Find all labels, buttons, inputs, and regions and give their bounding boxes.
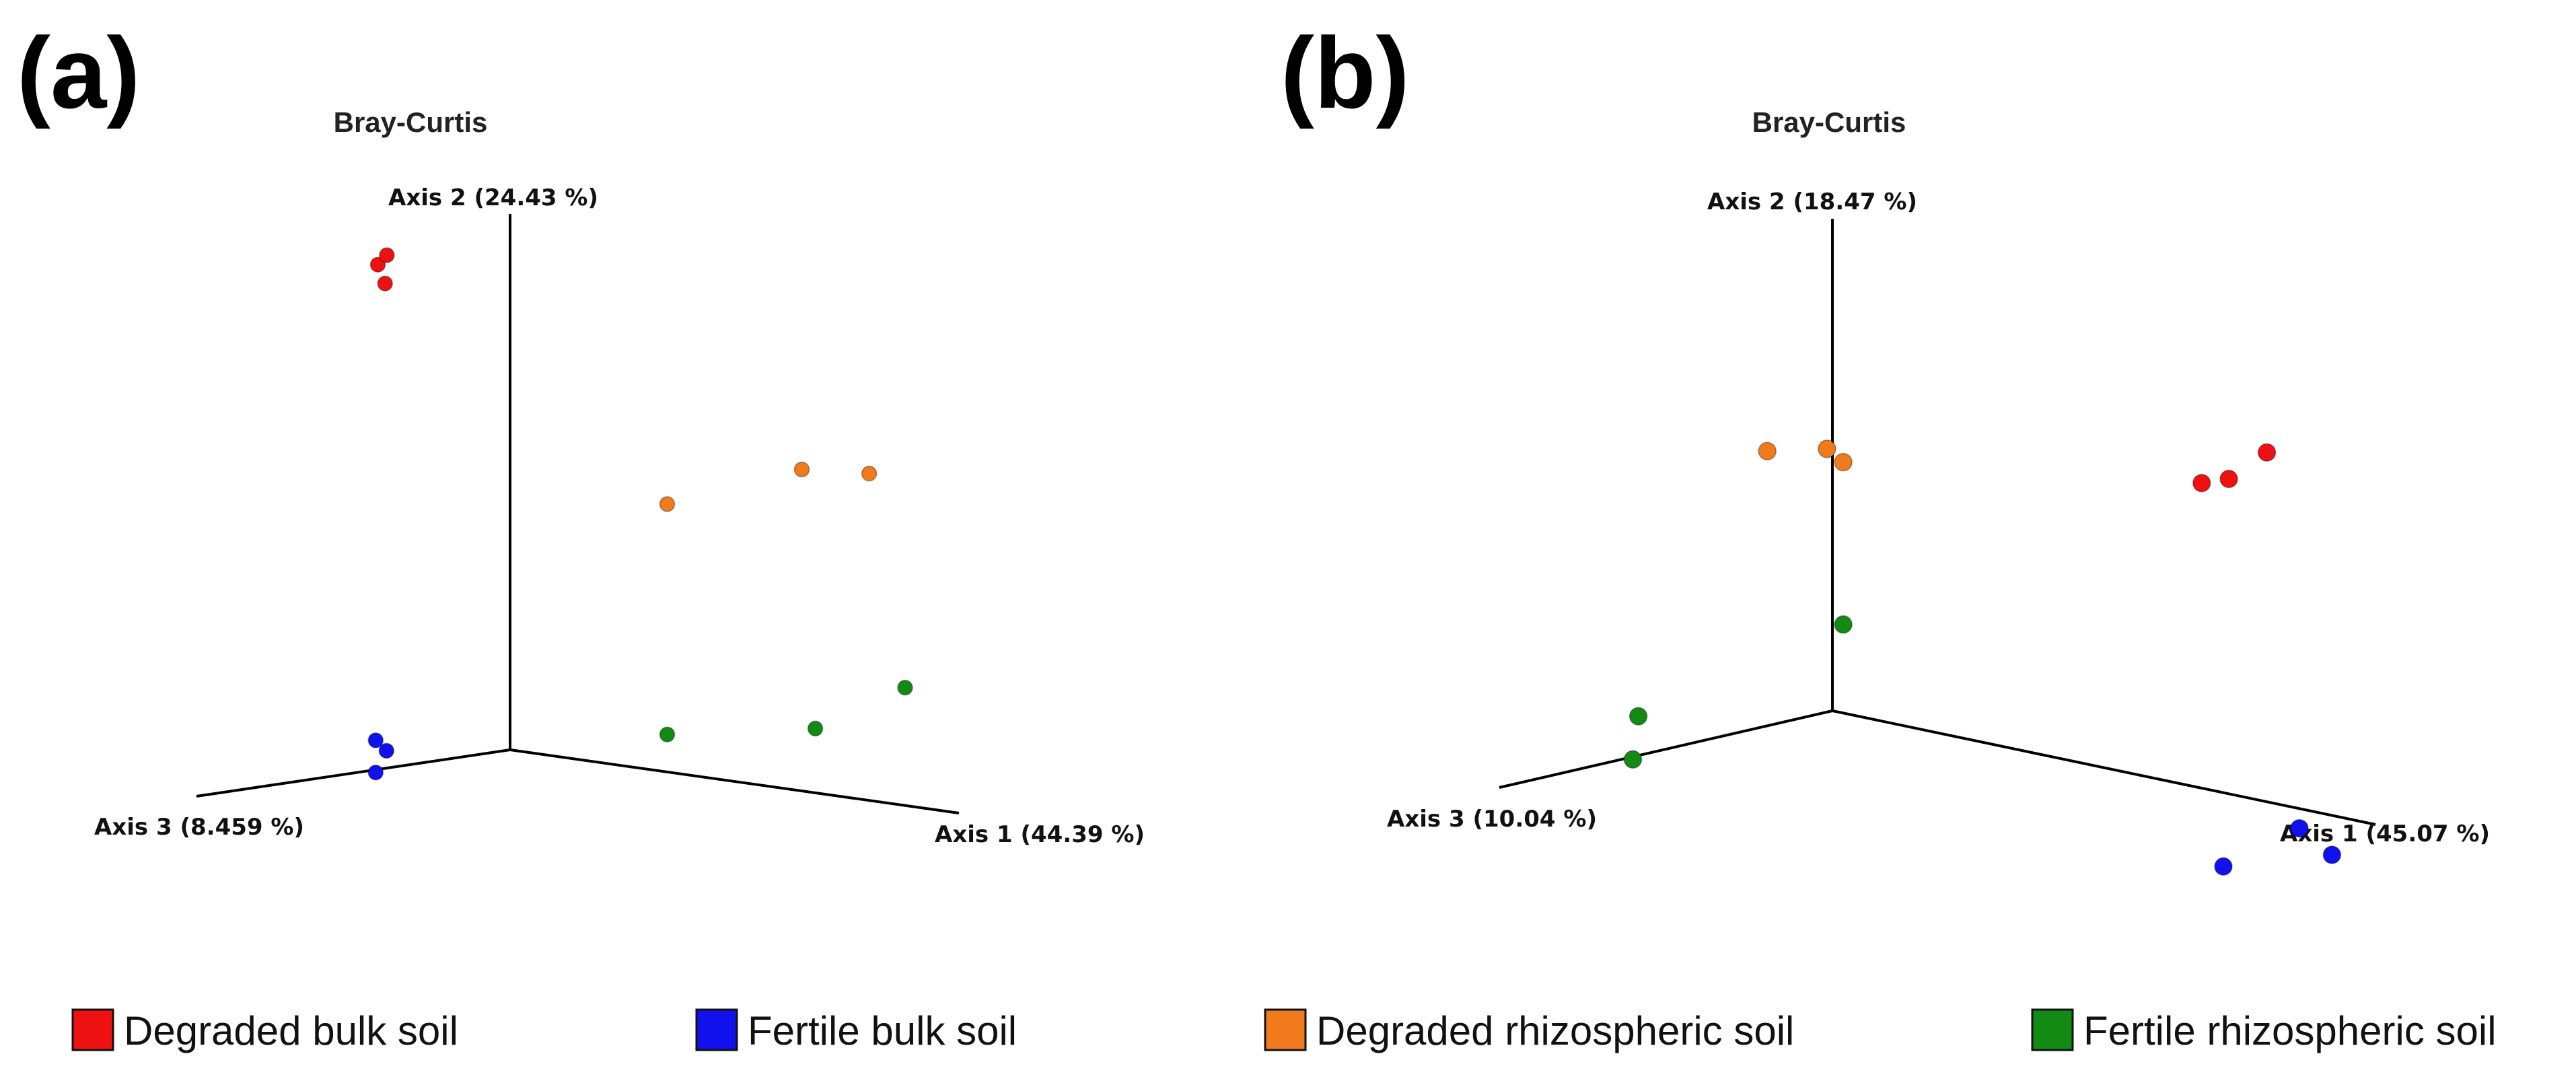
panel-b-axis1-line <box>1832 709 2376 826</box>
panel-b-axis3-line <box>1499 709 1833 789</box>
legend-item-degraded-rhizospheric-soil: Degraded rhizospheric soil <box>1264 1008 1794 1053</box>
point-degraded-bulk-soil-1 <box>369 256 386 273</box>
legend-label: Degraded bulk soil <box>124 1008 458 1053</box>
panel-b-title: Bray-Curtis <box>1752 106 1906 138</box>
point-fertile-rhizospheric-soil-1 <box>1834 615 1853 634</box>
point-degraded-bulk-soil-2 <box>2219 469 2238 489</box>
legend-swatch <box>695 1008 738 1051</box>
panel-b: (b) Bray-Curtis Axis 2 (18.47 %) Axis 1 … <box>1281 16 2490 876</box>
point-fertile-rhizospheric-soil-2 <box>1629 707 1648 726</box>
panel-a-axis3-line <box>196 748 511 798</box>
point-degraded-rhizospheric-soil-3 <box>861 465 878 482</box>
point-fertile-bulk-soil-2 <box>2290 818 2309 838</box>
legend-swatch <box>1264 1008 1307 1051</box>
legend-label: Fertile bulk soil <box>748 1008 1017 1053</box>
panel-b-axis1-label: Axis 1 (45.07 %) <box>2280 820 2490 847</box>
point-degraded-bulk-soil-1 <box>2192 473 2211 493</box>
point-fertile-rhizospheric-soil-2 <box>807 720 824 737</box>
point-fertile-rhizospheric-soil-3 <box>1623 750 1643 769</box>
point-fertile-rhizospheric-soil-3 <box>897 679 913 696</box>
legend-item-degraded-bulk-soil: Degraded bulk soil <box>71 1008 458 1053</box>
point-fertile-bulk-soil-3 <box>367 764 384 781</box>
point-fertile-bulk-soil-3 <box>2322 845 2342 864</box>
point-degraded-bulk-soil-3 <box>377 275 393 291</box>
point-degraded-rhizospheric-soil-2 <box>793 461 810 478</box>
panel-a-axis2-label: Axis 2 (24.43 %) <box>388 184 598 211</box>
legend-label: Fertile rhizospheric soil <box>2083 1008 2497 1053</box>
point-fertile-bulk-soil-2 <box>378 742 395 759</box>
legend-swatch <box>71 1008 114 1051</box>
panel-label-b: (b) <box>1281 16 1410 129</box>
panel-b-axis2-label: Axis 2 (18.47 %) <box>1707 188 1917 215</box>
panel-a: (a) Bray-Curtis Axis 2 (24.43 %) Axis 1 … <box>17 16 1145 848</box>
point-degraded-rhizospheric-soil-1 <box>1758 442 1777 460</box>
legend-item-fertile-rhizospheric-soil: Fertile rhizospheric soil <box>2031 1008 2497 1053</box>
point-degraded-rhizospheric-soil-2 <box>1818 440 1836 458</box>
panel-b-axis3-label: Axis 3 (10.04 %) <box>1387 806 1597 833</box>
point-fertile-bulk-soil-1 <box>2214 857 2233 876</box>
point-fertile-rhizospheric-soil-1 <box>659 726 676 742</box>
legend-label: Degraded rhizospheric soil <box>1316 1008 1794 1053</box>
panel-label-a: (a) <box>17 16 140 129</box>
panel-a-points <box>367 247 913 781</box>
legend: Degraded bulk soil Fertile bulk soil Deg… <box>71 1008 2497 1053</box>
point-degraded-rhizospheric-soil-1 <box>659 496 676 512</box>
legend-swatch <box>2031 1008 2074 1051</box>
panel-b-points <box>1623 440 2342 876</box>
point-degraded-bulk-soil-2 <box>379 247 395 263</box>
point-degraded-rhizospheric-soil-3 <box>1834 452 1853 472</box>
panel-a-axis1-label: Axis 1 (44.39 %) <box>935 821 1145 848</box>
panel-a-axis3-label: Axis 3 (8.459 %) <box>94 814 304 841</box>
panel-a-axis1-line <box>509 748 960 814</box>
legend-item-fertile-bulk-soil: Fertile bulk soil <box>695 1008 1017 1053</box>
point-degraded-bulk-soil-3 <box>2257 443 2277 462</box>
point-fertile-bulk-soil-1 <box>367 732 384 748</box>
panel-a-title: Bray-Curtis <box>334 106 488 138</box>
